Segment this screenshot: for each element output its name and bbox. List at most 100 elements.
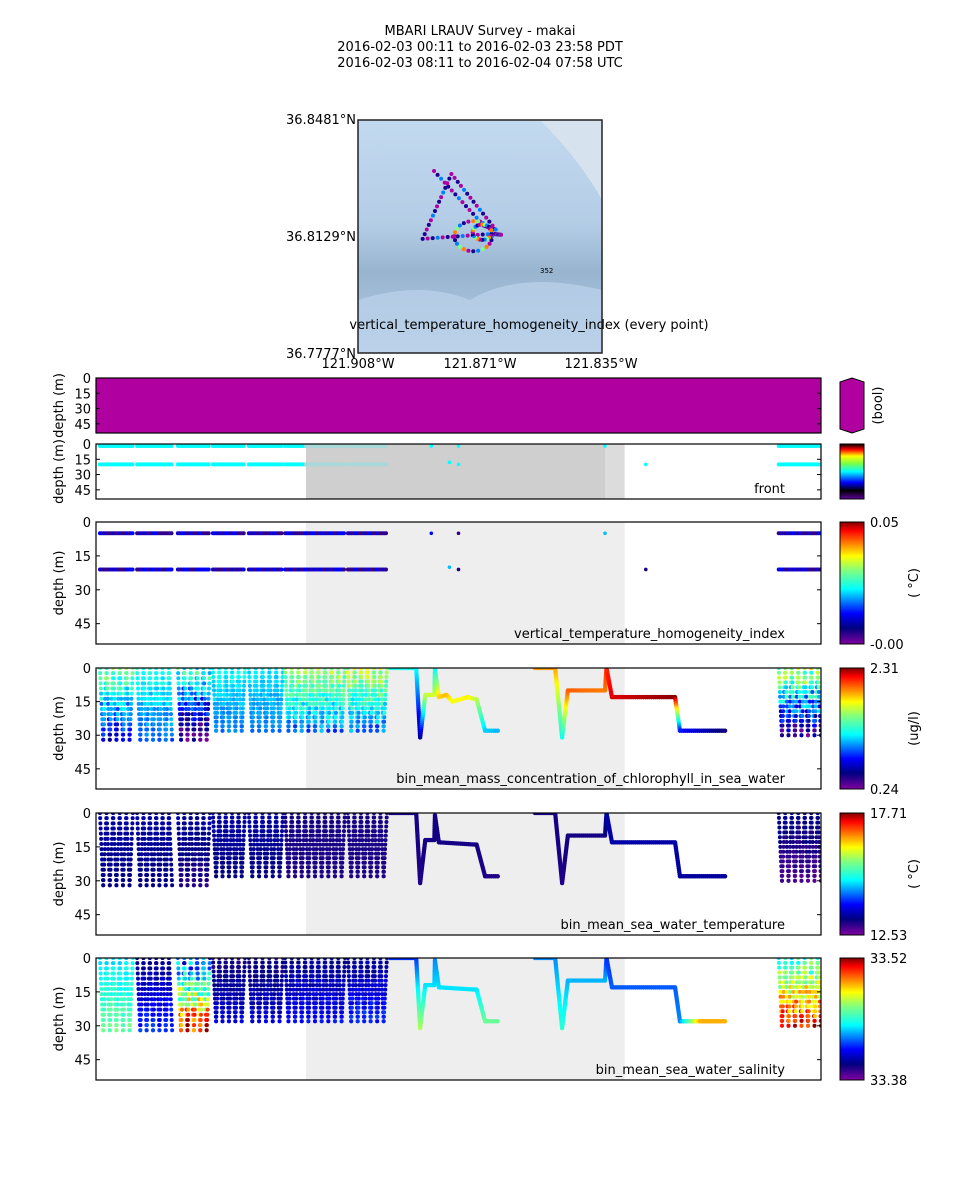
data-point: [118, 821, 122, 825]
data-point: [340, 715, 344, 719]
data-point: [320, 724, 324, 728]
data-point: [151, 733, 155, 737]
data-point: [196, 686, 200, 690]
data-point: [154, 671, 158, 675]
data-point: [353, 675, 357, 679]
data-point: [170, 567, 174, 571]
data-point: [164, 722, 168, 726]
data-point: [793, 728, 797, 732]
data-point: [128, 883, 132, 887]
data-point: [125, 971, 129, 975]
data-point: [176, 816, 180, 820]
data-point: [196, 977, 200, 981]
data-point: [276, 843, 280, 847]
map-track-point: [471, 212, 475, 216]
data-point: [118, 816, 122, 820]
data-point: [130, 821, 134, 825]
data-point: [269, 843, 273, 847]
data-point: [360, 684, 364, 688]
data-point: [363, 720, 367, 724]
data-point: [259, 847, 263, 851]
y-tick-label: 0: [83, 372, 91, 387]
data-point: [334, 711, 338, 715]
data-point: [801, 850, 805, 854]
data-point: [272, 843, 276, 847]
colorbar-units-label: ( °C): [907, 568, 922, 598]
data-point: [129, 702, 133, 706]
data-point: [242, 675, 246, 679]
data-point: [98, 816, 102, 820]
data-point: [258, 715, 262, 719]
data-point: [279, 531, 283, 535]
data-point: [317, 829, 321, 833]
data-point: [158, 1013, 162, 1017]
data-point: [341, 843, 345, 847]
data-point: [382, 865, 386, 869]
data-point: [797, 680, 801, 684]
data-point: [784, 835, 788, 839]
data-point: [250, 729, 254, 733]
data-point: [342, 688, 346, 692]
data-point: [162, 837, 166, 841]
data-point: [238, 834, 242, 838]
data-point: [224, 825, 228, 829]
data-point: [129, 852, 133, 856]
data-point: [122, 707, 126, 711]
data-point: [129, 987, 133, 991]
data-point: [114, 1028, 118, 1032]
data-point: [165, 707, 169, 711]
data-point: [102, 863, 106, 867]
map-track-point: [468, 196, 472, 200]
data-point: [164, 727, 168, 731]
data-point: [780, 874, 784, 878]
data-point: [111, 671, 115, 675]
data-point: [189, 821, 193, 825]
data-point: [806, 728, 810, 732]
data-point: [190, 977, 194, 981]
data-point: [286, 874, 290, 878]
data-point: [112, 966, 116, 970]
data-point: [108, 738, 112, 742]
data-point: [196, 681, 200, 685]
data-point: [360, 688, 364, 692]
data-point: [370, 702, 374, 706]
data-point: [214, 729, 218, 733]
data-point: [275, 684, 279, 688]
data-point: [293, 729, 297, 733]
data-point: [102, 1008, 106, 1012]
data-point: [796, 816, 800, 820]
data-point: [294, 711, 298, 715]
data-point: [215, 856, 219, 860]
data-point: [112, 832, 116, 836]
data-point: [165, 712, 169, 716]
data-point: [342, 825, 346, 829]
data-point: [145, 878, 149, 882]
data-point: [258, 861, 262, 865]
data-point: [227, 870, 231, 874]
data-point: [457, 531, 461, 535]
data-point: [142, 966, 146, 970]
data-point: [333, 874, 337, 878]
data-point: [214, 724, 218, 728]
data-point: [152, 868, 156, 872]
data-point: [310, 816, 314, 820]
data-point: [331, 688, 335, 692]
data-point: [203, 987, 207, 991]
data-point: [187, 707, 191, 711]
data-point: [265, 711, 269, 715]
data-point: [138, 878, 142, 882]
data-point: [323, 670, 327, 674]
data-point: [176, 676, 180, 680]
data-point: [125, 826, 129, 830]
data-point: [136, 971, 140, 975]
data-point: [146, 707, 150, 711]
data-point: [810, 835, 814, 839]
data-point: [334, 847, 338, 851]
data-point: [221, 865, 225, 869]
y-tick-label: 0: [83, 516, 91, 531]
data-point: [215, 1010, 219, 1014]
data-point: [161, 821, 165, 825]
data-point: [313, 874, 317, 878]
data-point: [294, 861, 298, 865]
data-point: [780, 724, 784, 728]
